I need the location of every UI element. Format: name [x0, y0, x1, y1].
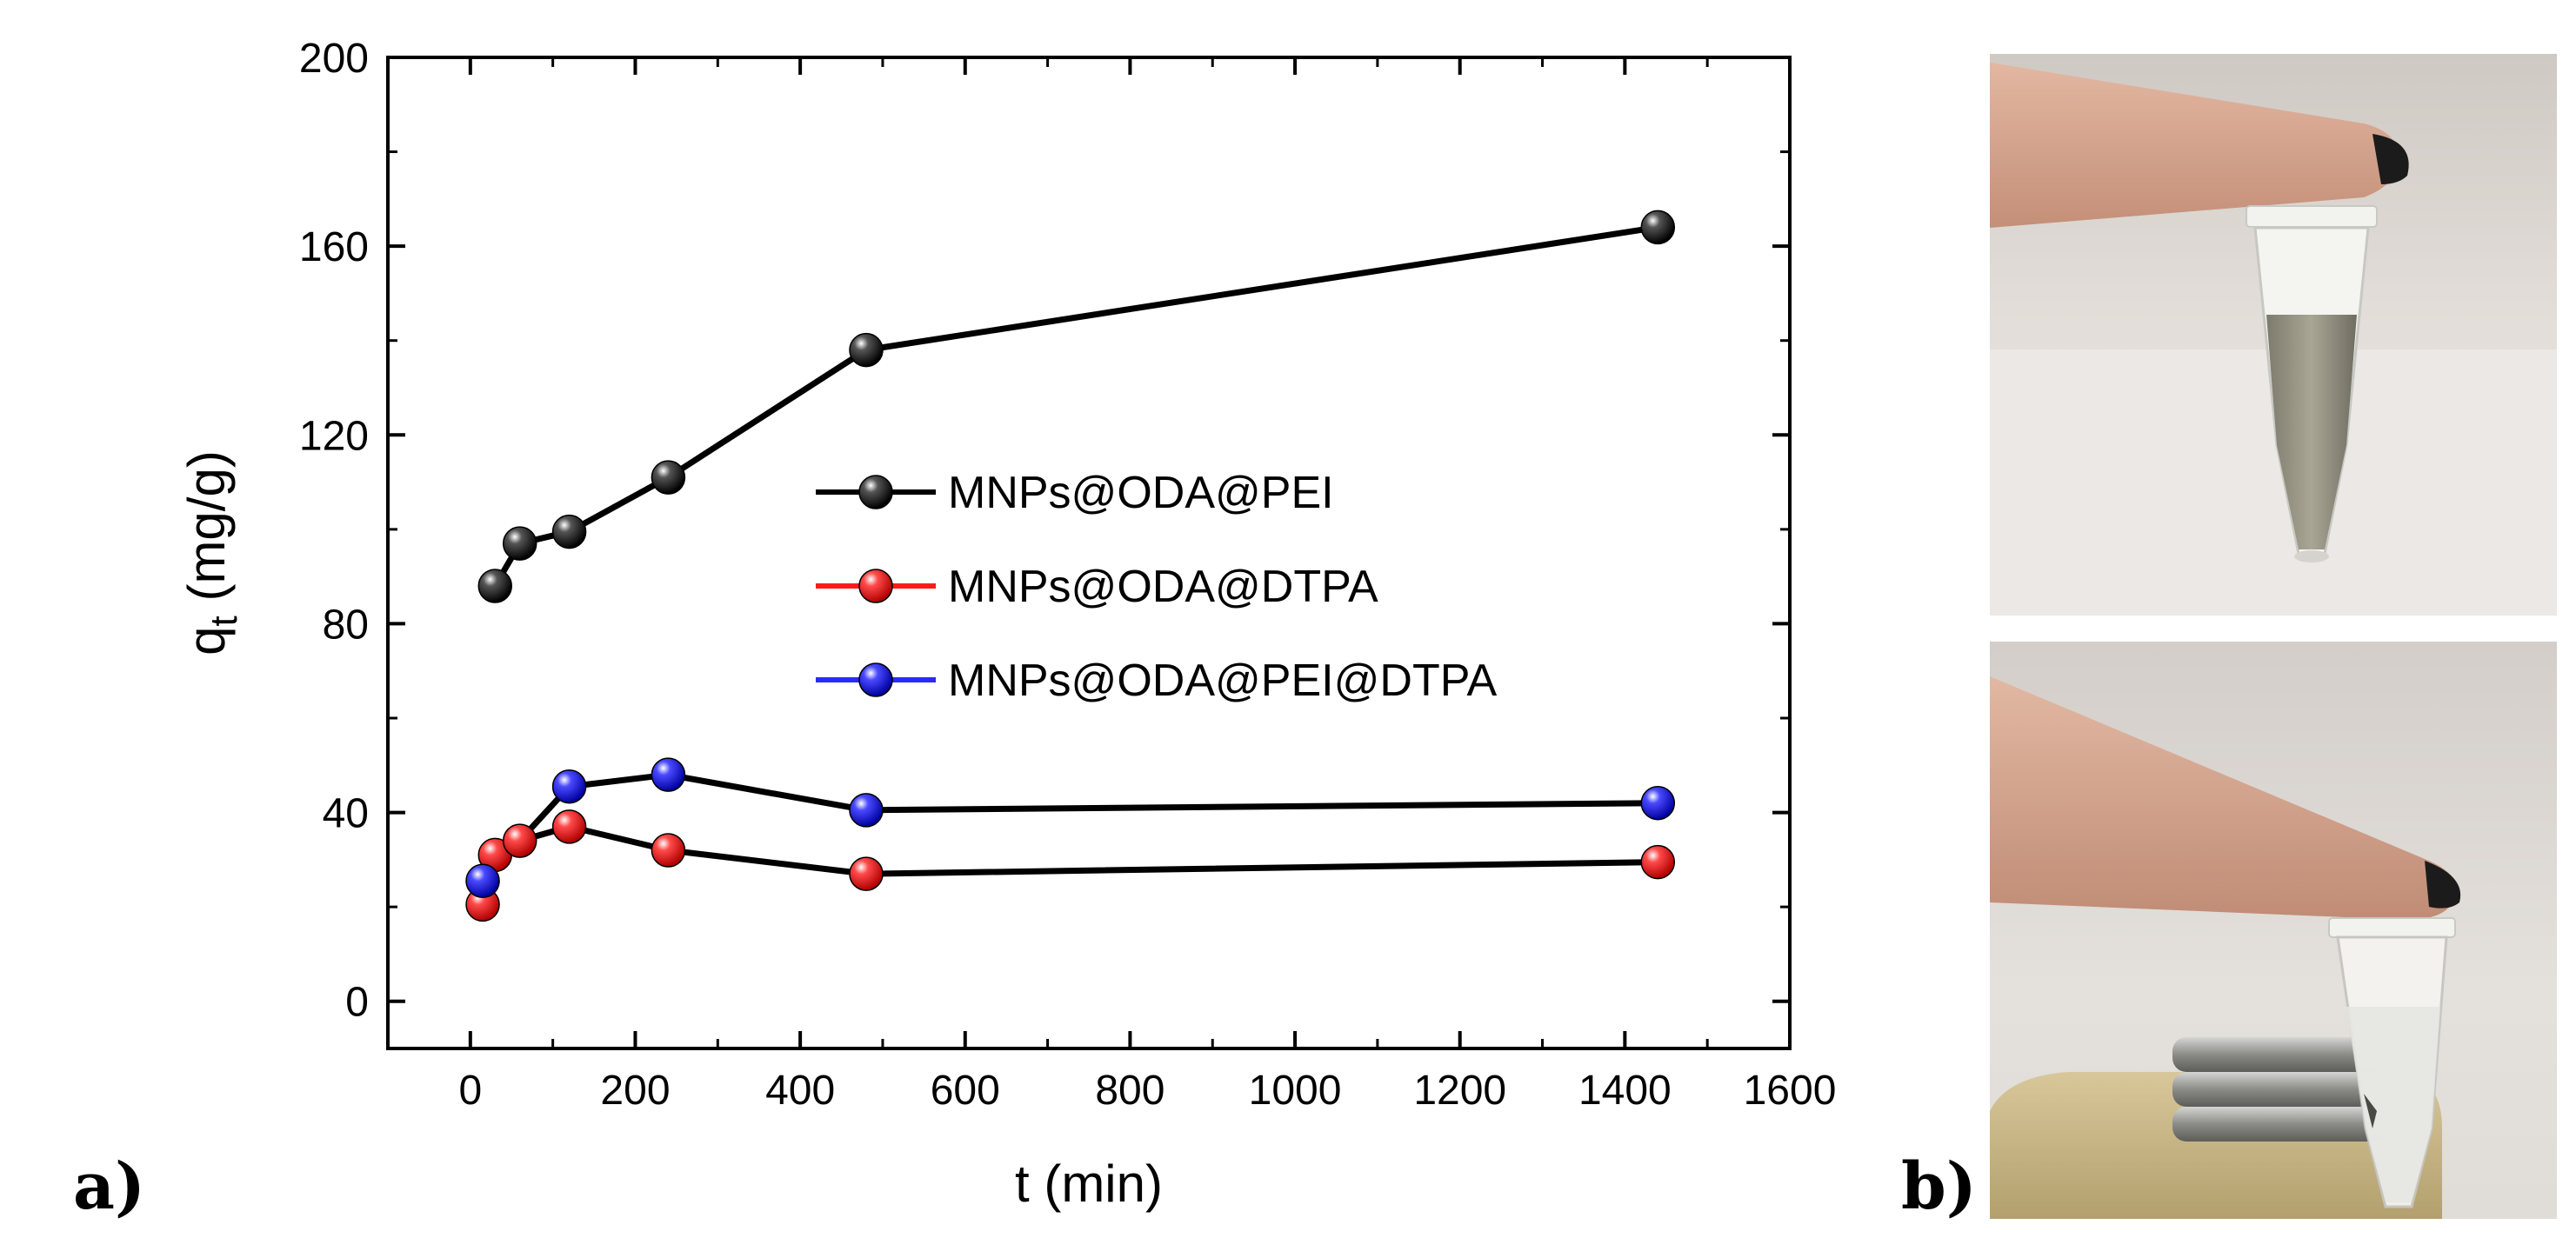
data-point-series-2: [1640, 785, 1676, 821]
x-tick-label: 1000: [1249, 1068, 1342, 1114]
data-point-series-0: [1640, 210, 1676, 245]
panel-a-label: a): [73, 1149, 145, 1224]
x-tick-label: 600: [931, 1068, 1000, 1114]
data-point-series-1: [502, 823, 537, 858]
axis-ticks: [388, 56, 1792, 1048]
legend-marker-2: [858, 662, 893, 697]
x-tick-label: 0: [458, 1068, 482, 1114]
x-tick-label: 800: [1095, 1068, 1165, 1114]
x-tick-label: 400: [765, 1068, 835, 1114]
photo-tube-with-magnet: [1990, 642, 2557, 1219]
legend-label-2: MNPs@ODA@PEI@DTPA: [948, 656, 1498, 706]
x-axis-title: t (min): [1015, 1155, 1163, 1213]
y-tick-label: 40: [323, 791, 369, 837]
data-point-series-0: [849, 332, 884, 368]
data-point-series-1: [1640, 844, 1676, 880]
data-point-series-1: [849, 856, 884, 891]
y-axis-title-main: q: [177, 626, 236, 655]
data-point-series-2: [651, 757, 686, 792]
panel-b-label: b): [1901, 1149, 1977, 1224]
data-point-series-0: [502, 526, 537, 561]
plot-area: [386, 56, 1792, 1050]
x-tick-label: 1200: [1413, 1068, 1506, 1114]
legend-marker-0: [858, 475, 893, 509]
data-point-series-2: [551, 769, 587, 804]
series-line-0: [492, 223, 1658, 588]
data-point-series-2: [849, 793, 884, 828]
tick-labels: 0 200 400 600 800 1000 1200 1400 1600 0 40 80 120 160…: [299, 36, 1836, 1114]
y-tick-label: 0: [345, 980, 369, 1026]
legend: MNPs@ODA@PEI MNPs@ODA@DTPA MNPs@ODA@PEI@DT…: [816, 468, 1498, 706]
data-point-series-1: [651, 833, 686, 868]
legend-label-0: MNPs@ODA@PEI: [948, 468, 1334, 518]
y-tick-label: 200: [299, 36, 369, 82]
y-axis-title-sub: t: [203, 616, 245, 626]
y-tick-label: 160: [299, 224, 369, 270]
series-points: [465, 210, 1676, 922]
y-tick-label: 80: [323, 602, 369, 648]
x-tick-label: 1400: [1578, 1068, 1672, 1114]
legend-marker-1: [858, 569, 893, 603]
data-point-series-0: [551, 514, 587, 549]
legend-label-1: MNPs@ODA@DTPA: [948, 562, 1378, 612]
photo-tube-without-magnet: [1990, 54, 2557, 616]
x-tick-label: 200: [600, 1068, 670, 1114]
x-tick-label: 1600: [1744, 1068, 1837, 1114]
y-tick-label: 120: [299, 413, 369, 459]
y-axis-title-unit: (mg/g): [177, 450, 236, 616]
data-point-series-2: [465, 863, 500, 899]
data-point-series-0: [651, 460, 686, 495]
y-axis-title: qt (mg/g): [177, 450, 245, 656]
data-point-series-0: [477, 569, 513, 603]
data-point-series-1: [551, 809, 587, 844]
